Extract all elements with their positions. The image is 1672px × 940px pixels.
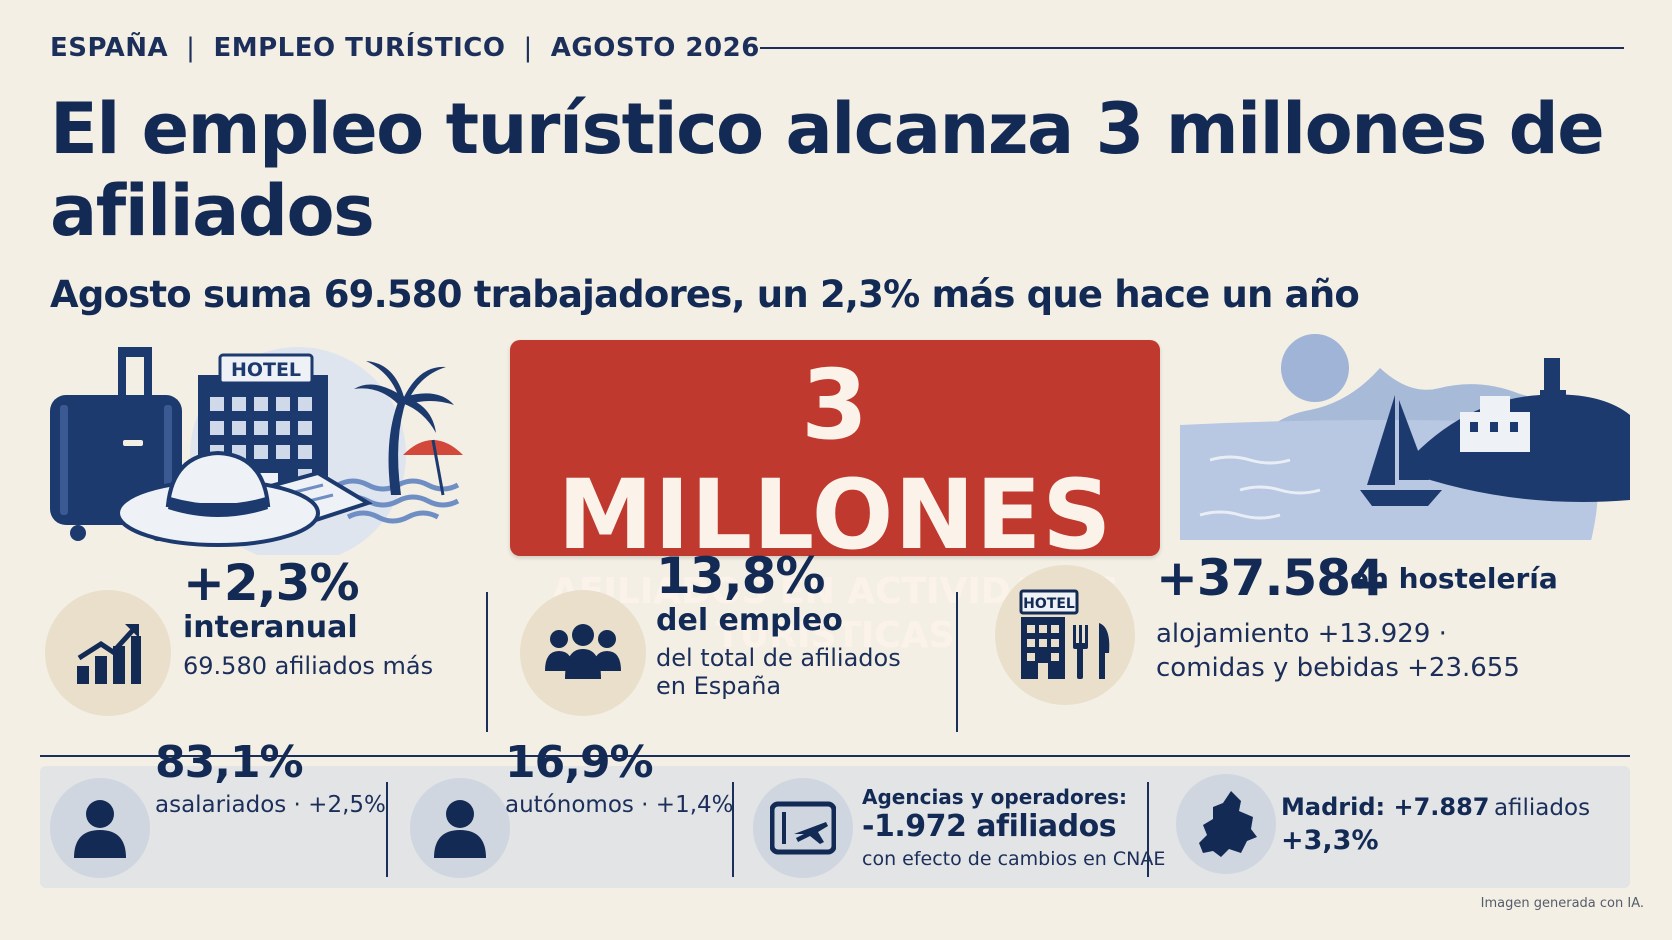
- share-label: del empleo: [656, 603, 843, 638]
- panel-divider: [386, 782, 388, 877]
- share-value: 13,8%: [656, 547, 825, 605]
- share-note-line1: del total de afiliados: [656, 644, 901, 672]
- kicker-country: ESPAÑA: [50, 33, 169, 63]
- agencies-title: Agencias y operadores:: [862, 785, 1128, 809]
- headline-banner: 3 MILLONES AFILIADOS EN ACTIVIDADES TURÍ…: [510, 340, 1160, 656]
- madrid-value: Madrid: +7.887: [1281, 793, 1490, 821]
- hospitality-note-line2: comidas y bebidas +23.655: [1156, 653, 1520, 683]
- people-group-icon: [545, 624, 621, 679]
- hospitality-label: en hostelería: [1350, 562, 1558, 595]
- headline: El empleo turístico alcanza 3 millones d…: [50, 88, 1605, 252]
- ai-credit: Imagen generada con IA.: [1480, 896, 1644, 911]
- kicker-separator: |: [523, 33, 533, 63]
- employees-value: 83,1%: [155, 737, 304, 788]
- hotel-sign: HOTEL: [1023, 596, 1075, 612]
- self-employed-value: 16,9%: [505, 737, 654, 788]
- bar-chart-up-icon: [77, 624, 141, 684]
- madrid-icon-circle: [1176, 774, 1276, 874]
- growth-note: 69.580 afiliados más: [183, 652, 434, 680]
- employees-icon-circle: [50, 778, 150, 878]
- agencies-icon-circle: [753, 778, 853, 878]
- beach-umbrella-icon: [403, 439, 463, 496]
- madrid-change: +3,3%: [1281, 825, 1379, 856]
- kicker-date: AGOSTO 2026: [550, 33, 760, 63]
- palm-tree-icon: [354, 361, 454, 495]
- subhead: Agosto suma 69.580 trabajadores, un 2,3%…: [50, 273, 1360, 316]
- coastal-village-icon: [1400, 358, 1630, 502]
- self-employed-icon-circle: [410, 778, 510, 878]
- madrid-line1: Madrid: +7.887 afiliados: [1281, 792, 1590, 823]
- sailboat-icon: [1360, 395, 1442, 506]
- hospitality-note-line1: alojamiento +13.929 ·: [1156, 619, 1447, 649]
- person-icon: [74, 800, 126, 858]
- hotel-restaurant-icon: HOTEL: [1019, 589, 1110, 679]
- hospitality-icon-circle: HOTEL: [995, 565, 1135, 705]
- growth-value: +2,3%: [183, 554, 360, 612]
- stat-divider: [486, 592, 488, 732]
- travel-illustration: HOTEL: [48, 345, 488, 563]
- panel-divider: [732, 782, 734, 877]
- hotel-sign: HOTEL: [231, 359, 301, 381]
- employees-note: asalariados · +2,5%: [155, 792, 386, 818]
- madrid-map-icon: [1199, 791, 1257, 857]
- agencies-note: con efecto de cambios en CNAE: [862, 848, 1166, 870]
- share-icon-circle: [520, 590, 646, 716]
- kicker-topic: EMPLEO TURÍSTICO: [213, 33, 506, 63]
- growth-label: interanual: [183, 610, 358, 645]
- section-rule: [40, 755, 1630, 757]
- panel-divider: [1147, 782, 1149, 877]
- banner-figure: 3 MILLONES: [557, 349, 1113, 571]
- stat-divider: [956, 592, 958, 732]
- banner-caption-line2: TURÍSTICAS: [715, 615, 955, 656]
- sun-hat-icon: [116, 450, 320, 547]
- coast-illustration: [1180, 330, 1630, 545]
- self-employed-note: autónomos · +1,4%: [505, 792, 734, 818]
- growth-icon-circle: [45, 590, 171, 716]
- sun-icon: [1281, 334, 1349, 402]
- madrid-unit: afiliados: [1493, 795, 1591, 821]
- travel-ticket-icon: [770, 801, 836, 855]
- hospitality-value: +37.584: [1156, 549, 1385, 607]
- share-note-line2: en España: [656, 672, 782, 700]
- person-icon: [434, 800, 486, 858]
- kicker-separator: |: [186, 33, 196, 63]
- agencies-value: -1.972 afiliados: [862, 809, 1117, 844]
- kicker-rule: [760, 47, 1624, 49]
- kicker: ESPAÑA | EMPLEO TURÍSTICO | AGOSTO 2026: [50, 30, 760, 66]
